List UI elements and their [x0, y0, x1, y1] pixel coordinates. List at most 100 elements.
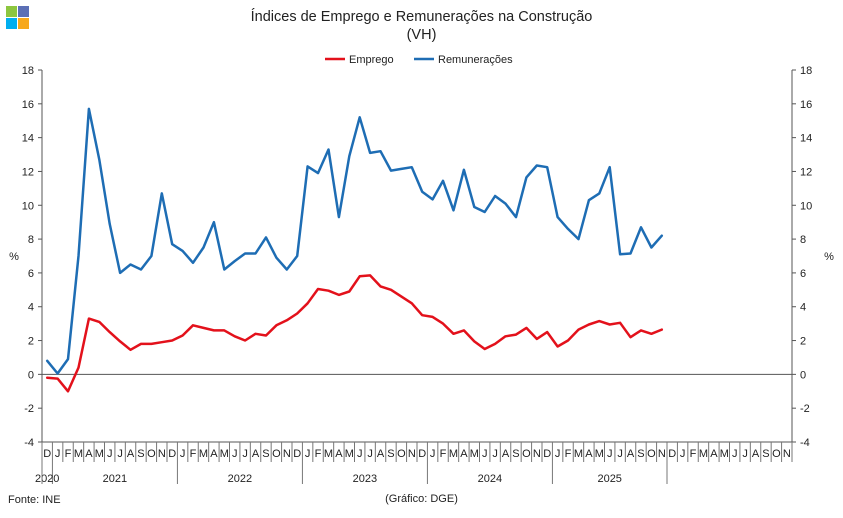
- month-tick-label: O: [772, 448, 781, 460]
- y-tick-label-right: 0: [800, 369, 806, 381]
- y-tick-label-right: -2: [800, 403, 810, 415]
- month-tick-label: J: [367, 448, 373, 460]
- y-tick-label-left: -2: [24, 403, 34, 415]
- month-tick-label: M: [324, 448, 333, 460]
- y-axis-label-left: %: [9, 251, 19, 263]
- series-line-emprego: [45, 274, 664, 393]
- y-tick-label-right: 2: [800, 336, 806, 348]
- month-tick-label: S: [512, 448, 519, 460]
- month-tick-label: A: [210, 448, 218, 460]
- y-tick-label-right: 12: [800, 166, 812, 178]
- y-tick-label-left: 16: [22, 99, 34, 111]
- month-tick-label: O: [647, 448, 656, 460]
- y-tick-label-left: 4: [28, 302, 34, 314]
- month-tick-label: A: [460, 448, 468, 460]
- year-label-2020: 2020: [35, 473, 59, 485]
- month-tick-label: J: [305, 448, 311, 460]
- month-tick-label: M: [720, 448, 729, 460]
- series-line-remunera-es: [45, 107, 664, 375]
- logo-square-blue: [18, 6, 29, 17]
- month-tick-label: F: [690, 448, 697, 460]
- month-tick-label: N: [158, 448, 166, 460]
- month-tick-label: M: [345, 448, 354, 460]
- month-tick-label: D: [668, 448, 676, 460]
- y-tick-label-left: 10: [22, 200, 34, 212]
- month-tick-label: S: [762, 448, 769, 460]
- y-tick-label-right: 10: [800, 200, 812, 212]
- month-tick-label: O: [272, 448, 281, 460]
- month-tick-label: M: [699, 448, 708, 460]
- month-tick-label: J: [357, 448, 363, 460]
- year-label-2022: 2022: [228, 473, 252, 485]
- month-tick-label: M: [595, 448, 604, 460]
- month-tick-label: A: [752, 448, 760, 460]
- month-tick-label: J: [482, 448, 488, 460]
- month-tick-label: N: [408, 448, 416, 460]
- logo-square-cyan: [6, 18, 17, 29]
- month-tick-label: A: [502, 448, 510, 460]
- month-tick-label: F: [65, 448, 72, 460]
- logo-square-orange: [18, 18, 29, 29]
- year-label-2024: 2024: [478, 473, 502, 485]
- month-tick-label: D: [418, 448, 426, 460]
- y-tick-label-right: 14: [800, 133, 812, 145]
- y-tick-label-left: 8: [28, 234, 34, 246]
- chart-title: Índices de Emprego e Remunerações na Con…: [0, 8, 843, 44]
- month-tick-label: M: [199, 448, 208, 460]
- month-tick-label: O: [522, 448, 531, 460]
- month-tick-label: M: [74, 448, 83, 460]
- y-tick-label-left: 14: [22, 133, 34, 145]
- month-tick-label: J: [232, 448, 238, 460]
- y-tick-label-right: 16: [800, 99, 812, 111]
- y-tick-label-right: 4: [800, 302, 806, 314]
- month-tick-label: M: [574, 448, 583, 460]
- month-tick-label: F: [440, 448, 447, 460]
- month-tick-label: N: [658, 448, 666, 460]
- month-tick-label: J: [117, 448, 123, 460]
- month-tick-label: S: [137, 448, 144, 460]
- month-tick-label: J: [680, 448, 686, 460]
- y-tick-label-right: -4: [800, 437, 810, 449]
- month-tick-label: J: [742, 448, 748, 460]
- month-tick-label: M: [220, 448, 229, 460]
- y-tick-label-left: 12: [22, 166, 34, 178]
- month-tick-label: J: [180, 448, 186, 460]
- month-tick-label: A: [585, 448, 593, 460]
- month-tick-label: A: [710, 448, 718, 460]
- month-tick-label: N: [283, 448, 291, 460]
- month-tick-label: J: [555, 448, 561, 460]
- month-tick-label: A: [627, 448, 635, 460]
- month-tick-label: J: [617, 448, 623, 460]
- legend-label-remunera-es: Remunerações: [438, 54, 513, 66]
- source-note: Fonte: INE: [8, 494, 61, 506]
- month-tick-label: A: [252, 448, 260, 460]
- y-axis-label-right: %: [824, 251, 834, 263]
- month-tick-label: D: [43, 448, 51, 460]
- month-tick-label: D: [543, 448, 551, 460]
- y-tick-label-left: 2: [28, 336, 34, 348]
- chart-title-line1: Índices de Emprego e Remunerações na Con…: [250, 9, 593, 25]
- month-tick-label: A: [377, 448, 385, 460]
- y-tick-label-left: -4: [24, 437, 34, 449]
- month-tick-label: M: [95, 448, 104, 460]
- month-tick-label: J: [242, 448, 248, 460]
- month-tick-label: F: [565, 448, 572, 460]
- y-tick-label-right: 6: [800, 268, 806, 280]
- month-tick-label: N: [533, 448, 541, 460]
- y-tick-label-right: 18: [800, 65, 812, 77]
- month-tick-label: M: [449, 448, 458, 460]
- month-tick-label: S: [262, 448, 269, 460]
- month-tick-label: J: [492, 448, 498, 460]
- chart-title-line2: (VH): [406, 27, 437, 43]
- month-tick-label: A: [335, 448, 343, 460]
- month-tick-label: F: [315, 448, 322, 460]
- y-tick-label-left: 0: [28, 369, 34, 381]
- month-tick-label: D: [293, 448, 301, 460]
- y-tick-label-left: 6: [28, 268, 34, 280]
- month-tick-label: O: [397, 448, 406, 460]
- year-label-2025: 2025: [597, 473, 621, 485]
- month-tick-label: J: [55, 448, 61, 460]
- month-tick-label: J: [732, 448, 738, 460]
- legend-label-emprego: Emprego: [349, 54, 394, 66]
